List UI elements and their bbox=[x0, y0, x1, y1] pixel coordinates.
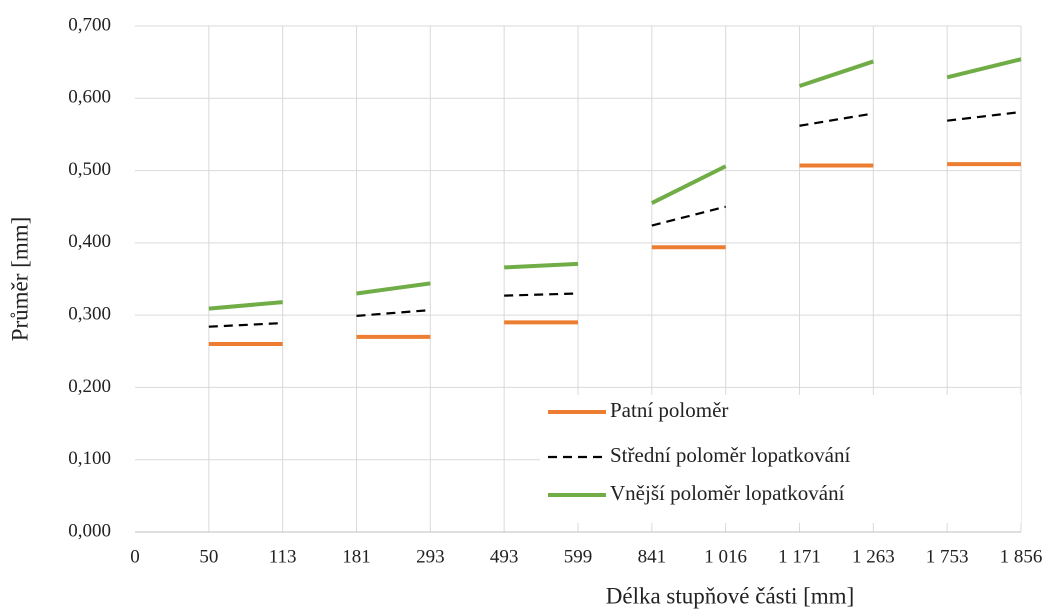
series-line bbox=[798, 59, 874, 88]
legend-label: Střední poloměr lopatkování bbox=[610, 443, 850, 467]
x-tick-label: 50 bbox=[199, 546, 218, 567]
y-tick-label: 0,200 bbox=[68, 376, 111, 397]
series-line bbox=[504, 292, 579, 297]
series-line bbox=[356, 308, 431, 317]
series-line bbox=[208, 300, 283, 311]
x-tick-label: 181 bbox=[342, 546, 371, 567]
series-line bbox=[947, 110, 1022, 122]
x-tick-label: 293 bbox=[416, 546, 445, 567]
series-line bbox=[799, 112, 874, 127]
series-line bbox=[946, 57, 1022, 80]
y-tick-label: 0,400 bbox=[68, 231, 111, 252]
y-axis-label: Průměr [mm] bbox=[7, 217, 32, 342]
legend-label: Patní poloměr bbox=[610, 398, 728, 422]
y-tick-label: 0,300 bbox=[68, 304, 111, 325]
x-tick-label: 113 bbox=[269, 546, 297, 567]
series-line bbox=[650, 164, 727, 205]
x-tick-label: 1 171 bbox=[778, 546, 821, 567]
series-line bbox=[651, 205, 726, 227]
series-line bbox=[504, 261, 579, 270]
y-tick-label: 0,100 bbox=[68, 448, 111, 469]
x-tick-label: 841 bbox=[638, 546, 667, 567]
x-tick-label: 599 bbox=[564, 546, 593, 567]
x-tick-label: 1 753 bbox=[926, 546, 969, 567]
x-tick-label: 493 bbox=[490, 546, 519, 567]
y-tick-label: 0,000 bbox=[68, 520, 111, 541]
y-tick-label: 0,600 bbox=[68, 87, 111, 108]
x-tick-label: 1 263 bbox=[852, 546, 895, 567]
y-tick-label: 0,500 bbox=[68, 159, 111, 180]
y-tick-label: 0,700 bbox=[68, 14, 111, 35]
legend-label: Vnější poloměr lopatkování bbox=[610, 481, 845, 505]
legend-box bbox=[540, 395, 1021, 523]
x-tick-label: 1 016 bbox=[704, 546, 747, 567]
x-tick-label: 0 bbox=[130, 546, 140, 567]
series-line bbox=[208, 321, 283, 328]
x-tick-label: 1 856 bbox=[1000, 546, 1043, 567]
series-line bbox=[356, 281, 431, 296]
x-axis-label: Délka stupňové části [mm] bbox=[606, 583, 854, 608]
